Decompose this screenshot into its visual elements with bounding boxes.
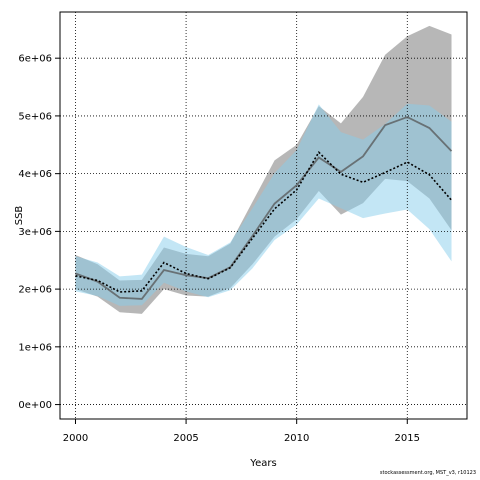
y-tick-label: 0e+00 (18, 400, 52, 411)
estimate-line-grey_run (75, 116, 453, 300)
y-tick-label: 2e+06 (18, 285, 52, 296)
y-tick-label: 4e+06 (18, 169, 52, 180)
plot-frame (59, 11, 468, 420)
x-axis: 2000 2005 2010 2015 (63, 419, 420, 444)
y-tick-label: 3e+06 (18, 227, 52, 238)
footer-credit: stockassessment.org, MST_v3, r10123 (379, 470, 476, 476)
x-tick-label: 2010 (284, 433, 309, 444)
y-tick-label: 6e+06 (18, 54, 52, 65)
y-tick-label: 1e+06 (18, 342, 52, 353)
x-tick-label: 2000 (63, 433, 88, 444)
estimate-line-blue_run (75, 150, 453, 293)
grid-lines (60, 12, 467, 419)
x-axis-title: Years (249, 458, 276, 469)
estimate-lines (75, 116, 453, 300)
x-tick-label: 2005 (173, 433, 198, 444)
x-tick-label: 2015 (395, 433, 420, 444)
y-axis-title: SSB (14, 206, 25, 226)
y-axis: 0e+00 1e+06 2e+06 3e+06 4e+06 5e+06 6e+06 (18, 54, 60, 411)
confidence-bands (75, 25, 452, 314)
y-tick-label: 5e+06 (18, 111, 52, 122)
confidence-band-blue_run (75, 103, 452, 306)
